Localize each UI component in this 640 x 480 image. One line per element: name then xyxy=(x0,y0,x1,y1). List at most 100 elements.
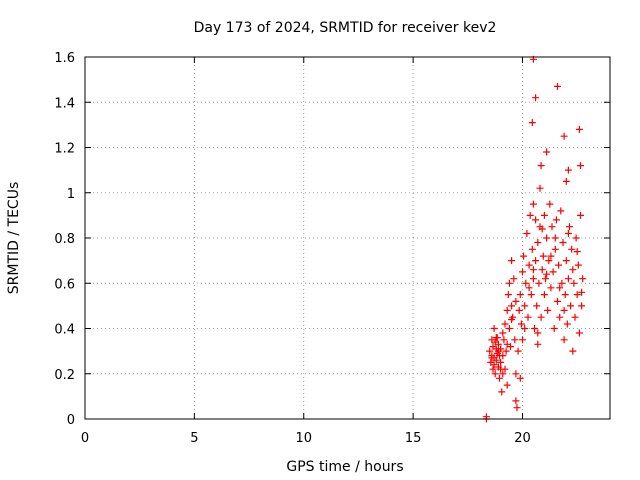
data-point xyxy=(503,340,511,348)
data-point xyxy=(569,266,577,274)
grid-lines xyxy=(85,57,610,419)
y-tick-label: 0.6 xyxy=(54,277,75,292)
x-tick-label: 0 xyxy=(81,431,89,446)
data-point xyxy=(573,248,581,256)
data-point xyxy=(489,365,497,373)
data-point xyxy=(575,329,583,337)
data-point xyxy=(529,266,537,274)
data-point xyxy=(511,336,519,344)
x-axis-ticks: 0 5 10 15 20 xyxy=(81,57,531,446)
data-point xyxy=(527,291,535,299)
data-point xyxy=(508,316,516,323)
data-point xyxy=(504,291,512,299)
data-point xyxy=(525,284,533,292)
data-point xyxy=(490,361,498,369)
data-point xyxy=(491,370,499,378)
data-point xyxy=(566,223,573,231)
data-point xyxy=(510,275,518,283)
data-point xyxy=(496,374,503,382)
data-point xyxy=(543,270,551,278)
data-point xyxy=(540,211,548,219)
data-point xyxy=(560,306,568,314)
data-point xyxy=(498,388,506,396)
data-point xyxy=(494,340,502,348)
data-point xyxy=(560,336,568,344)
data-point xyxy=(508,257,516,265)
data-point xyxy=(492,356,500,364)
data-point xyxy=(562,177,570,185)
x-tick-label: 10 xyxy=(295,431,312,446)
data-point xyxy=(549,268,557,276)
data-point xyxy=(547,252,555,260)
x-axis-label: GPS time / hours xyxy=(286,459,403,475)
y-tick-label: 1.2 xyxy=(54,142,75,157)
data-point xyxy=(492,334,500,342)
data-point xyxy=(534,329,542,337)
data-point xyxy=(499,329,507,337)
data-point xyxy=(543,148,551,156)
data-point xyxy=(532,94,540,102)
data-point xyxy=(545,257,553,265)
data-point xyxy=(497,358,505,366)
data-point xyxy=(512,297,520,305)
data-point xyxy=(573,291,581,299)
data-point xyxy=(520,252,528,260)
data-point xyxy=(564,166,572,174)
data-point xyxy=(505,325,513,332)
data-point xyxy=(579,275,587,283)
y-axis-ticks: 0 0.2 0.4 0.6 0.8 1 1.2 1.4 1.6 xyxy=(54,51,610,428)
data-point xyxy=(556,313,564,321)
data-point xyxy=(556,284,564,292)
data-point xyxy=(486,347,494,355)
data-point xyxy=(513,404,521,412)
data-point xyxy=(551,245,559,253)
data-point xyxy=(490,325,498,332)
data-point xyxy=(539,252,547,260)
data-point xyxy=(571,313,579,321)
data-point xyxy=(578,302,586,310)
data-point xyxy=(564,230,572,237)
data-point xyxy=(515,306,523,314)
y-tick-label: 0.4 xyxy=(54,323,75,338)
data-point xyxy=(559,239,567,246)
data-point xyxy=(521,325,529,332)
data-point xyxy=(521,302,529,310)
data-point xyxy=(536,184,544,192)
data-point xyxy=(499,370,507,378)
data-point xyxy=(560,132,568,140)
y-tick-label: 0.2 xyxy=(54,368,75,383)
data-point xyxy=(494,347,502,355)
data-point xyxy=(552,216,560,224)
data-point xyxy=(568,245,576,253)
data-point xyxy=(567,302,575,310)
data-point xyxy=(570,279,578,287)
data-point xyxy=(497,365,505,373)
data-point xyxy=(502,347,510,355)
data-point xyxy=(529,275,537,283)
data-point xyxy=(528,245,536,253)
x-tick-label: 15 xyxy=(405,431,422,446)
data-point xyxy=(512,370,520,378)
data-point xyxy=(537,162,545,170)
data-point xyxy=(519,268,526,276)
data-point xyxy=(523,230,531,237)
y-tick-label: 0.8 xyxy=(54,232,75,247)
data-point xyxy=(488,354,496,362)
data-point xyxy=(562,257,570,265)
data-point xyxy=(535,279,543,287)
data-point xyxy=(550,325,558,332)
data-point xyxy=(508,302,516,310)
data-point xyxy=(548,223,556,231)
data-point xyxy=(526,211,534,219)
data-point xyxy=(500,336,508,344)
data-point xyxy=(542,275,549,283)
data-point xyxy=(538,266,546,274)
x-tick-label: 5 xyxy=(190,431,198,446)
data-point xyxy=(517,320,525,328)
data-point xyxy=(538,225,546,233)
y-tick-label: 0 xyxy=(67,413,75,428)
data-point xyxy=(574,261,582,269)
data-point xyxy=(569,347,577,355)
plot-frame xyxy=(84,56,611,420)
